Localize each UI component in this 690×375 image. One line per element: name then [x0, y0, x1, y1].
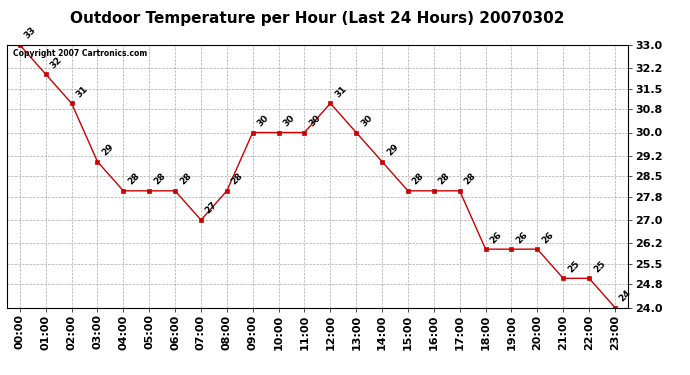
Text: 28: 28	[152, 171, 167, 187]
Text: 27: 27	[204, 201, 219, 216]
Text: 30: 30	[255, 113, 270, 128]
Text: 28: 28	[178, 171, 193, 187]
Text: Outdoor Temperature per Hour (Last 24 Hours) 20070302: Outdoor Temperature per Hour (Last 24 Ho…	[70, 11, 564, 26]
Text: 26: 26	[489, 230, 504, 245]
Text: 25: 25	[566, 259, 581, 274]
Text: 28: 28	[462, 171, 477, 187]
Text: 25: 25	[592, 259, 607, 274]
Text: 29: 29	[100, 142, 115, 158]
Text: 28: 28	[411, 171, 426, 187]
Text: 28: 28	[126, 171, 141, 187]
Text: Copyright 2007 Cartronics.com: Copyright 2007 Cartronics.com	[13, 49, 148, 58]
Text: 32: 32	[48, 55, 63, 70]
Text: 31: 31	[333, 84, 348, 99]
Text: 28: 28	[437, 171, 452, 187]
Text: 33: 33	[23, 26, 38, 41]
Text: 30: 30	[307, 113, 322, 128]
Text: 30: 30	[359, 113, 374, 128]
Text: 30: 30	[282, 113, 297, 128]
Text: 28: 28	[230, 171, 245, 187]
Text: 26: 26	[540, 230, 555, 245]
Text: 29: 29	[385, 142, 400, 158]
Text: 31: 31	[75, 84, 90, 99]
Text: 26: 26	[514, 230, 529, 245]
Text: 24: 24	[618, 288, 633, 303]
